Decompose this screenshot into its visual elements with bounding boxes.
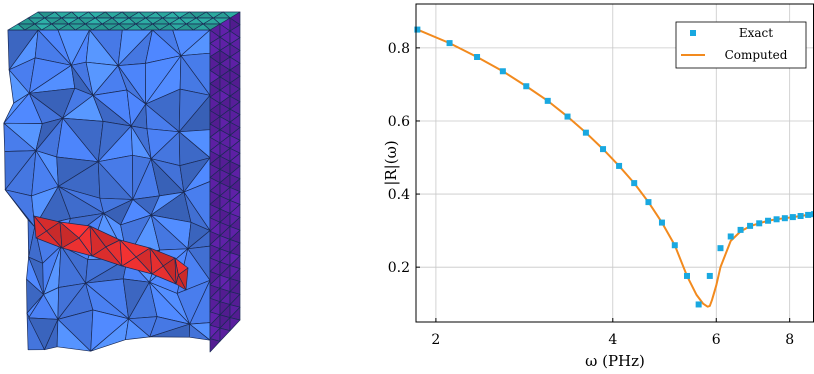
mesh-cell (125, 318, 151, 341)
exact-point (645, 199, 652, 206)
mesh-front-face (3, 29, 211, 352)
exact-point (523, 83, 530, 90)
legend-box (675, 21, 807, 69)
computed-line (416, 28, 814, 308)
mesh-top-cell (91, 23, 110, 31)
mesh-top-cell (24, 23, 43, 31)
exact-point (773, 216, 780, 223)
mesh-top-cell (58, 23, 76, 31)
exact-point (797, 213, 804, 219)
exact-point (737, 226, 744, 233)
mesh-cell (188, 323, 211, 341)
exact-point (717, 245, 724, 252)
mesh-highlight-cell (149, 247, 164, 275)
exact-point (499, 68, 506, 75)
mesh-side-cell (219, 327, 231, 342)
exact-point (631, 180, 638, 187)
mesh-top-cell (108, 23, 127, 31)
legend-computed-label: Computed (725, 48, 788, 62)
exact-point (582, 129, 589, 136)
legend-exact-marker (690, 30, 696, 36)
exact-point (564, 113, 571, 120)
x-tick-label: 2 (431, 332, 440, 348)
exact-point (544, 97, 551, 104)
mesh-top-cell (142, 23, 160, 31)
y-tick-label: 0.4 (388, 187, 410, 203)
exact-point (756, 220, 763, 227)
chart-legend: Exact Computed (675, 21, 807, 69)
y-tick-label: 0.2 (388, 260, 410, 276)
y-axis-label: |R|(ω) (382, 140, 400, 185)
mesh-highlight-cell (33, 215, 47, 239)
exact-point (695, 301, 702, 308)
mesh-top-cell (159, 23, 177, 31)
series-exact (414, 26, 814, 308)
mesh-highlight-cell (174, 257, 179, 285)
exact-point (727, 233, 734, 240)
mesh-highlight-cell (119, 239, 137, 267)
x-tick-label: 8 (785, 332, 794, 348)
mesh-top-cell (125, 23, 144, 31)
x-axis-label: ω (PHz) (585, 352, 645, 370)
mesh-side-cell (209, 338, 221, 353)
exact-point (781, 215, 788, 222)
y-tick-label: 0.6 (388, 114, 410, 130)
mesh-highlighted-layer (33, 215, 189, 291)
mesh-top-face (7, 11, 241, 31)
axis-ticks: 2 4 6 8 0.2 0.4 0.6 0.8 (388, 41, 794, 348)
exact-point (414, 26, 421, 33)
exact-point (671, 242, 678, 249)
legend-exact-label: Exact (739, 26, 773, 40)
mesh-highlight-cell (89, 225, 107, 257)
x-tick-label: 6 (712, 332, 721, 348)
mesh-top-cell (192, 23, 211, 31)
mesh-highlight-cell (59, 221, 80, 249)
mesh-side-cell (229, 317, 241, 332)
exact-point (616, 162, 623, 169)
x-tick-label: 4 (608, 332, 617, 348)
exact-point (747, 222, 754, 229)
mesh-cell (56, 319, 92, 352)
mesh-top-cell (175, 23, 194, 31)
mesh-top-cell (41, 23, 59, 31)
mesh-top-cell (74, 23, 93, 31)
exact-point (683, 272, 690, 279)
exact-point (706, 272, 713, 279)
exact-point (658, 219, 665, 226)
exact-point (805, 211, 812, 218)
mesh-side-face (209, 11, 241, 353)
y-tick-label: 0.8 (388, 41, 410, 57)
exact-point (811, 211, 814, 218)
mesh-visualization (3, 11, 241, 353)
exact-point (600, 146, 607, 153)
exact-point (474, 54, 481, 60)
mesh-top-cell (7, 23, 26, 31)
series-computed (416, 28, 814, 308)
exact-point (765, 217, 772, 224)
exact-point (789, 214, 796, 221)
reflection-chart: 2 4 6 8 0.2 0.4 0.6 0.8 ω (PHz) |R|(ω) Exact Co… (382, 3, 814, 370)
exact-point (446, 40, 453, 47)
